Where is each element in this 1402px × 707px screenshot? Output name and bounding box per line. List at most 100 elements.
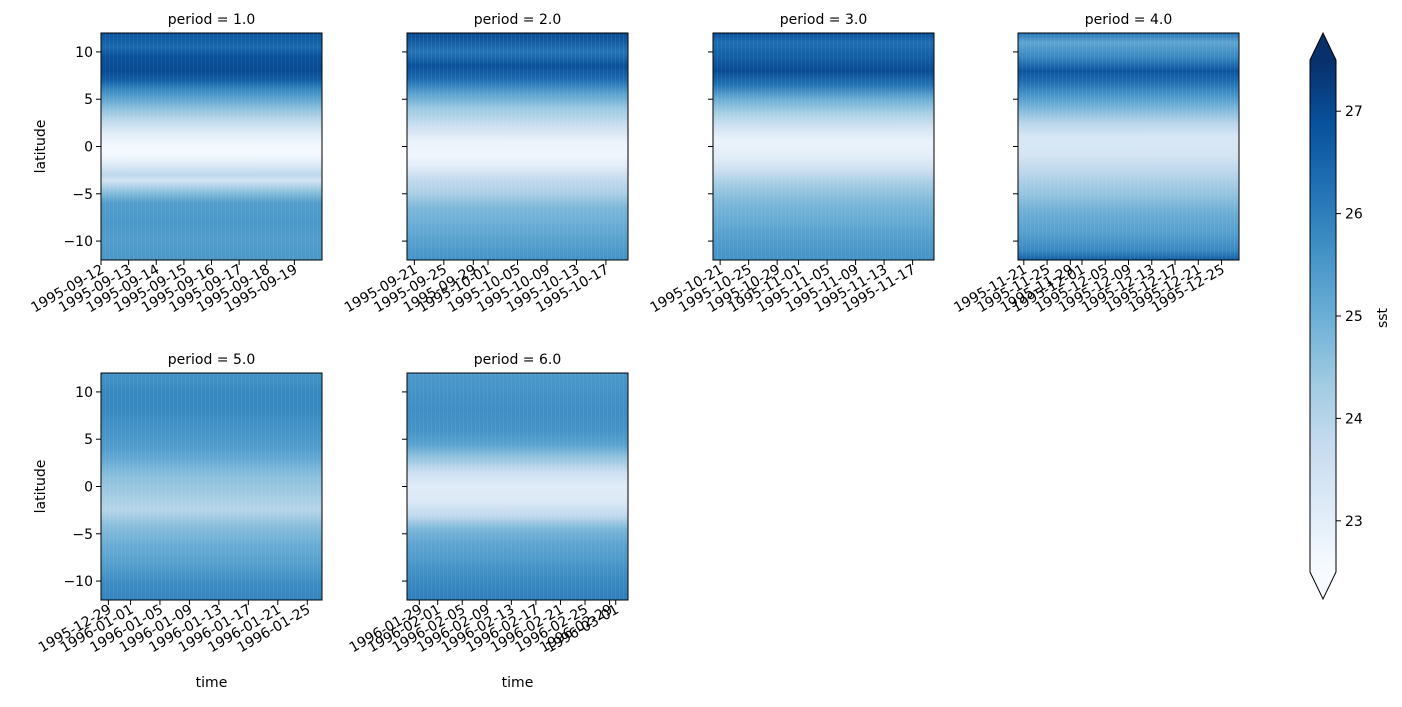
time-step-stripe bbox=[249, 33, 250, 260]
colorbar-extend-min bbox=[1310, 572, 1336, 599]
time-step-stripe bbox=[145, 33, 146, 260]
time-step-stripe bbox=[277, 373, 278, 600]
time-step-stripe bbox=[511, 33, 512, 260]
heatmap-field bbox=[101, 33, 322, 260]
time-step-stripe bbox=[519, 373, 520, 600]
time-step-stripe bbox=[205, 373, 206, 600]
time-step-stripe bbox=[757, 33, 758, 260]
time-step-stripe bbox=[595, 373, 596, 600]
time-step-stripe bbox=[443, 33, 444, 260]
time-step-stripe bbox=[495, 33, 496, 260]
time-step-stripe bbox=[161, 33, 162, 260]
time-step-stripe bbox=[917, 33, 918, 260]
time-step-stripe bbox=[861, 33, 862, 260]
time-step-stripe bbox=[905, 33, 906, 260]
x-axis-label: time bbox=[196, 675, 228, 691]
time-step-stripe bbox=[221, 373, 222, 600]
time-step-stripe bbox=[483, 33, 484, 260]
time-step-stripe bbox=[559, 373, 560, 600]
time-step-stripe bbox=[109, 33, 110, 260]
time-step-stripe bbox=[467, 33, 468, 260]
time-step-stripe bbox=[841, 33, 842, 260]
time-step-stripe bbox=[185, 33, 186, 260]
time-step-stripe bbox=[265, 373, 266, 600]
x-axis-label: time bbox=[502, 675, 534, 691]
time-step-stripe bbox=[531, 33, 532, 260]
time-step-stripe bbox=[793, 33, 794, 260]
time-step-stripe bbox=[241, 373, 242, 600]
time-step-stripe bbox=[893, 33, 894, 260]
time-step-stripe bbox=[801, 33, 802, 260]
time-step-stripe bbox=[137, 373, 138, 600]
time-step-stripe bbox=[471, 33, 472, 260]
time-step-stripe bbox=[1198, 33, 1199, 260]
time-step-stripe bbox=[921, 33, 922, 260]
time-step-stripe bbox=[169, 33, 170, 260]
time-step-stripe bbox=[547, 33, 548, 260]
time-step-stripe bbox=[749, 33, 750, 260]
time-step-stripe bbox=[225, 33, 226, 260]
time-step-stripe bbox=[133, 33, 134, 260]
time-step-stripe bbox=[1090, 33, 1091, 260]
time-step-stripe bbox=[1174, 33, 1175, 260]
y-tick-label: −5 bbox=[72, 187, 93, 203]
time-step-stripe bbox=[233, 373, 234, 600]
time-step-stripe bbox=[1110, 33, 1111, 260]
y-axis-label: latitude bbox=[33, 460, 49, 514]
time-step-stripe bbox=[205, 33, 206, 260]
time-step-stripe bbox=[865, 33, 866, 260]
time-step-stripe bbox=[483, 373, 484, 600]
time-step-stripe bbox=[623, 373, 624, 600]
time-step-stripe bbox=[309, 33, 310, 260]
time-step-stripe bbox=[423, 373, 424, 600]
time-step-stripe bbox=[1030, 33, 1031, 260]
time-step-stripe bbox=[1154, 33, 1155, 260]
time-step-stripe bbox=[177, 33, 178, 260]
time-step-stripe bbox=[837, 33, 838, 260]
time-step-stripe bbox=[579, 373, 580, 600]
time-step-stripe bbox=[603, 33, 604, 260]
time-step-stripe bbox=[317, 373, 318, 600]
time-step-stripe bbox=[197, 373, 198, 600]
time-step-stripe bbox=[607, 373, 608, 600]
time-step-stripe bbox=[619, 33, 620, 260]
time-step-stripe bbox=[233, 33, 234, 260]
time-step-stripe bbox=[555, 373, 556, 600]
time-step-stripe bbox=[587, 33, 588, 260]
time-step-stripe bbox=[1186, 33, 1187, 260]
facet-title: period = 2.0 bbox=[474, 12, 562, 28]
time-step-stripe bbox=[499, 33, 500, 260]
heatmap-field bbox=[101, 373, 322, 600]
time-step-stripe bbox=[523, 373, 524, 600]
time-step-stripe bbox=[1122, 33, 1123, 260]
time-step-stripe bbox=[229, 373, 230, 600]
time-step-stripe bbox=[1210, 33, 1211, 260]
time-step-stripe bbox=[1234, 33, 1235, 260]
time-step-stripe bbox=[539, 373, 540, 600]
time-step-stripe bbox=[1050, 33, 1051, 260]
time-step-stripe bbox=[619, 373, 620, 600]
colorbar-tick-label: 27 bbox=[1345, 104, 1363, 120]
time-step-stripe bbox=[193, 33, 194, 260]
time-step-stripe bbox=[717, 33, 718, 260]
time-step-stripe bbox=[213, 373, 214, 600]
time-step-stripe bbox=[221, 33, 222, 260]
time-step-stripe bbox=[765, 33, 766, 260]
time-step-stripe bbox=[857, 33, 858, 260]
time-step-stripe bbox=[253, 33, 254, 260]
time-step-stripe bbox=[411, 33, 412, 260]
time-step-stripe bbox=[623, 33, 624, 260]
time-step-stripe bbox=[511, 373, 512, 600]
time-step-stripe bbox=[571, 373, 572, 600]
time-step-stripe bbox=[253, 373, 254, 600]
time-step-stripe bbox=[789, 33, 790, 260]
time-step-stripe bbox=[1046, 33, 1047, 260]
time-step-stripe bbox=[539, 33, 540, 260]
y-tick-label: 5 bbox=[84, 92, 93, 108]
facet-title: period = 1.0 bbox=[168, 12, 256, 28]
time-step-stripe bbox=[443, 373, 444, 600]
time-step-stripe bbox=[317, 33, 318, 260]
time-step-stripe bbox=[161, 373, 162, 600]
time-step-stripe bbox=[1086, 33, 1087, 260]
time-step-stripe bbox=[419, 33, 420, 260]
